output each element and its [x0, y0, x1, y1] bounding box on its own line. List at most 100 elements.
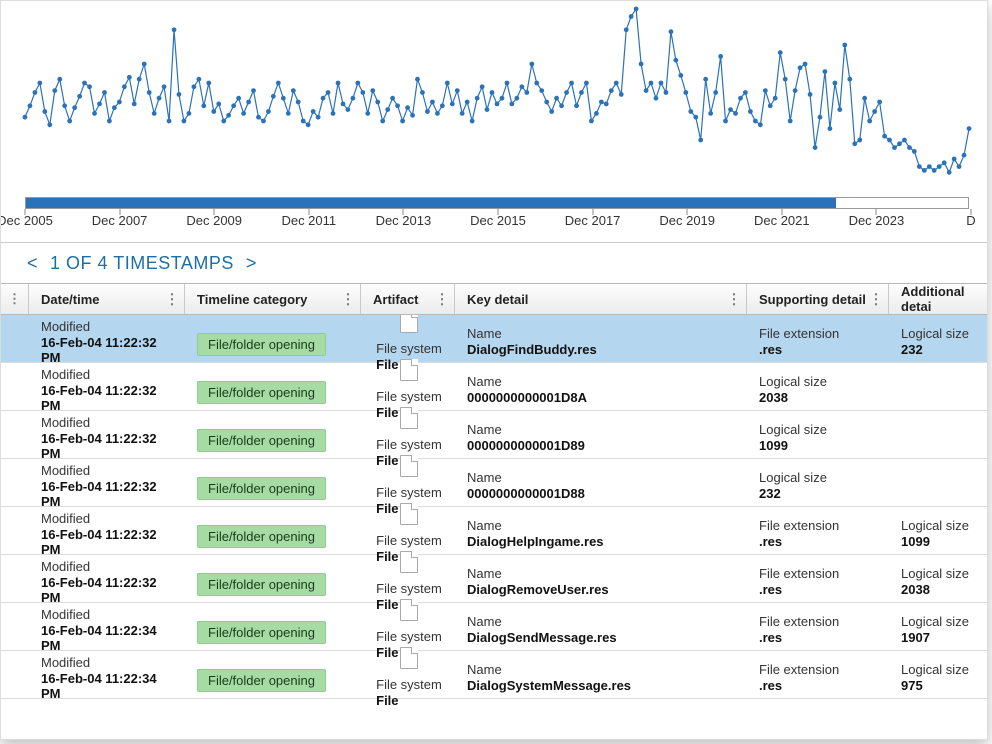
timeline-scrollbar-fill	[26, 198, 836, 208]
sup-value: 232	[759, 486, 879, 501]
cell-keydetail: Name DialogSendMessage.res	[455, 603, 747, 650]
column-header-artifact[interactable]: Artifact ⋮	[361, 284, 455, 314]
row-grip-header[interactable]: ⋮	[1, 284, 29, 314]
xaxis-tick: Dec 2009	[186, 213, 242, 228]
cell-artifact: File system File	[361, 555, 455, 602]
sup-label: Logical size	[759, 470, 879, 485]
cell-category: File/folder opening	[185, 363, 361, 410]
column-label: Date/time	[41, 292, 100, 307]
cell-datetime: Modified 16-Feb-04 11:22:34 PM	[29, 651, 185, 698]
cell-additional	[889, 459, 987, 506]
table-body: Modified 16-Feb-04 11:22:32 PM File/fold…	[1, 315, 987, 739]
dt-value: 16-Feb-04 11:22:32 PM	[41, 383, 175, 413]
column-menu-icon[interactable]: ⋮	[165, 291, 179, 308]
dt-value: 16-Feb-04 11:22:32 PM	[41, 431, 175, 461]
row-grip[interactable]	[1, 315, 29, 362]
xaxis-tick: Dec 2007	[92, 213, 148, 228]
cell-artifact: File system File	[361, 315, 455, 362]
column-menu-icon[interactable]: ⋮	[869, 291, 883, 308]
row-grip[interactable]	[1, 603, 29, 650]
add-value: 975	[901, 678, 977, 693]
xaxis-tick: Dec 2017	[565, 213, 621, 228]
category-badge: File/folder opening	[197, 573, 326, 596]
sup-label: File extension	[759, 326, 879, 341]
dt-label: Modified	[41, 415, 175, 430]
xaxis-tick: Dec 2013	[376, 213, 432, 228]
timestamps-nav: < 1 OF 4 TIMESTAMPS >	[1, 243, 987, 283]
column-header-keydetail[interactable]: Key detail ⋮	[455, 284, 747, 314]
next-timestamp-button[interactable]: >	[238, 253, 265, 274]
file-icon	[400, 407, 418, 429]
column-menu-icon[interactable]: ⋮	[435, 291, 449, 308]
table-row[interactable]: Modified 16-Feb-04 11:22:32 PM File/fold…	[1, 411, 987, 459]
table-row[interactable]: Modified 16-Feb-04 11:22:34 PM File/fold…	[1, 603, 987, 651]
row-grip[interactable]	[1, 459, 29, 506]
sup-value: .res	[759, 342, 879, 357]
table-header: ⋮ Date/time ⋮ Timeline category ⋮ Artifa…	[1, 283, 987, 315]
column-header-supporting[interactable]: Supporting detail ⋮	[747, 284, 889, 314]
column-menu-icon[interactable]: ⋮	[727, 291, 741, 308]
xaxis-tick: Dec 2005	[0, 213, 53, 228]
app-frame: Dec 2005Dec 2007Dec 2009Dec 2011Dec 2013…	[0, 0, 988, 740]
row-grip[interactable]	[1, 363, 29, 410]
sup-value: .res	[759, 582, 879, 597]
category-badge: File/folder opening	[197, 669, 326, 692]
dt-value: 16-Feb-04 11:22:32 PM	[41, 575, 175, 605]
table-row[interactable]: Modified 16-Feb-04 11:22:32 PM File/fold…	[1, 315, 987, 363]
row-grip[interactable]	[1, 411, 29, 458]
row-grip[interactable]	[1, 507, 29, 554]
artifact-label: File system	[376, 389, 442, 404]
cell-additional: Logical size 1907	[889, 603, 987, 650]
add-value: 232	[901, 342, 977, 357]
cell-additional: Logical size 232	[889, 315, 987, 362]
table-row[interactable]: Modified 16-Feb-04 11:22:32 PM File/fold…	[1, 507, 987, 555]
cell-keydetail: Name DialogHelpIngame.res	[455, 507, 747, 554]
cell-supporting: Logical size 232	[747, 459, 889, 506]
cell-keydetail: Name 0000000000001D8A	[455, 363, 747, 410]
artifact-value: File	[376, 693, 442, 708]
key-value: 0000000000001D8A	[467, 390, 737, 405]
cell-keydetail: Name DialogRemoveUser.res	[455, 555, 747, 602]
column-header-additional[interactable]: Additional detai	[889, 284, 987, 314]
timeline-chart[interactable]: Dec 2005Dec 2007Dec 2009Dec 2011Dec 2013…	[1, 1, 987, 243]
cell-supporting: File extension .res	[747, 651, 889, 698]
cell-additional	[889, 363, 987, 410]
sup-value: 1099	[759, 438, 879, 453]
row-grip[interactable]	[1, 651, 29, 698]
table-row[interactable]: Modified 16-Feb-04 11:22:34 PM File/fold…	[1, 651, 987, 699]
key-value: DialogSystemMessage.res	[467, 678, 737, 693]
cell-keydetail: Name 0000000000001D89	[455, 411, 747, 458]
file-icon	[400, 551, 418, 573]
timeline-xaxis: Dec 2005Dec 2007Dec 2009Dec 2011Dec 2013…	[25, 213, 987, 241]
dt-label: Modified	[41, 367, 175, 382]
cell-category: File/folder opening	[185, 555, 361, 602]
xaxis-tick: Dec 2021	[754, 213, 810, 228]
table-row[interactable]: Modified 16-Feb-04 11:22:32 PM File/fold…	[1, 555, 987, 603]
column-header-datetime[interactable]: Date/time ⋮	[29, 284, 185, 314]
column-menu-icon[interactable]: ⋮	[341, 291, 355, 308]
cell-keydetail: Name 0000000000001D88	[455, 459, 747, 506]
dt-label: Modified	[41, 559, 175, 574]
sup-value: .res	[759, 678, 879, 693]
file-icon	[400, 599, 418, 621]
table-row[interactable]: Modified 16-Feb-04 11:22:32 PM File/fold…	[1, 363, 987, 411]
key-label: Name	[467, 374, 737, 389]
dt-label: Modified	[41, 463, 175, 478]
key-label: Name	[467, 614, 737, 629]
sup-label: File extension	[759, 566, 879, 581]
row-grip[interactable]	[1, 555, 29, 602]
dt-label: Modified	[41, 607, 175, 622]
key-value: DialogSendMessage.res	[467, 630, 737, 645]
add-value: 1907	[901, 630, 977, 645]
timeline-scrollbar[interactable]	[25, 197, 969, 209]
prev-timestamp-button[interactable]: <	[19, 253, 46, 274]
column-header-category[interactable]: Timeline category ⋮	[185, 284, 361, 314]
add-label: Logical size	[901, 614, 977, 629]
cell-category: File/folder opening	[185, 651, 361, 698]
key-label: Name	[467, 662, 737, 677]
column-label: Artifact	[373, 292, 419, 307]
cell-keydetail: Name DialogFindBuddy.res	[455, 315, 747, 362]
table-row[interactable]: Modified 16-Feb-04 11:22:32 PM File/fold…	[1, 459, 987, 507]
key-value: DialogFindBuddy.res	[467, 342, 737, 357]
cell-datetime: Modified 16-Feb-04 11:22:32 PM	[29, 411, 185, 458]
